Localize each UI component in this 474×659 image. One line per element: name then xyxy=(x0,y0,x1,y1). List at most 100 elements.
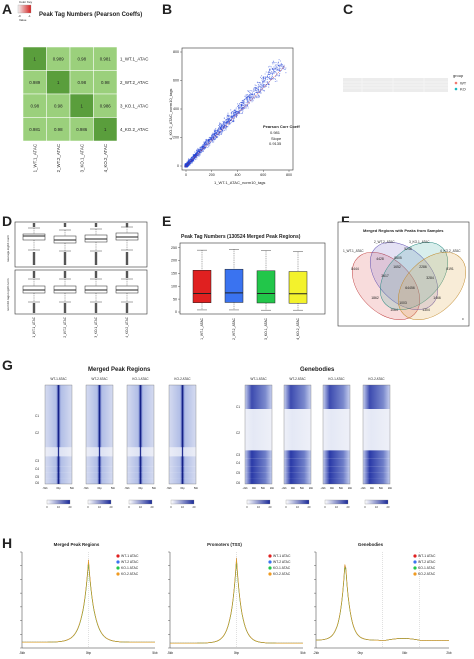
scatter-point xyxy=(223,120,225,122)
venn-count: 8605 xyxy=(394,256,402,260)
legend-label: KO-1 ATAC xyxy=(121,566,139,570)
scatter-point xyxy=(280,65,282,67)
x-label: 2_WT.2_ATAC xyxy=(232,317,236,339)
color-scale-tick: 0 xyxy=(246,505,248,509)
scatter-point xyxy=(278,69,280,71)
profile-title: Merged Peak Regions xyxy=(54,542,100,547)
x-label: 2_WT.2_ATAC xyxy=(63,316,67,337)
scatter-point xyxy=(265,76,267,78)
heatmap-row-label: 4_KO.2_ATAC xyxy=(120,127,148,132)
scatter-point xyxy=(280,62,282,64)
scatter-point xyxy=(256,87,258,89)
cluster-label: C5 xyxy=(236,471,240,475)
venn-numbers: 8444 4428 5248 8191 8605 1652 2286 3617 3284 6445… xyxy=(351,247,454,312)
heatmap-frame xyxy=(126,384,155,485)
panel-g: G Merged Peak Regions Genebodies xyxy=(2,357,393,509)
heatmap-block xyxy=(323,385,350,409)
scatter-point xyxy=(230,113,232,115)
box-bottom-outliers xyxy=(125,271,129,278)
scatter-point xyxy=(226,120,228,123)
venn-count: 1304 xyxy=(422,308,430,312)
scatter-point xyxy=(273,71,275,73)
scatter-point xyxy=(274,68,276,70)
panel-b: B Pearson Corr Coeff 0.981 Slope 0.9135 … xyxy=(162,1,300,185)
scatter-point xyxy=(264,86,266,88)
scatter-point xyxy=(196,149,198,151)
scatter-point xyxy=(263,79,265,81)
scatter-point xyxy=(226,118,228,120)
scatter-point xyxy=(225,126,227,128)
heatmap-cell-label: 1 xyxy=(104,127,107,132)
scatter-point xyxy=(245,107,247,109)
scatter-point xyxy=(216,132,218,134)
scatter-point xyxy=(201,147,203,149)
scatter-point xyxy=(272,68,274,71)
scatter-point xyxy=(191,156,193,158)
heatmap-block xyxy=(245,466,272,473)
heatmap-cell-label: 0.989 xyxy=(29,80,41,85)
scatter-point xyxy=(218,133,220,135)
legend-label-ko: KO xyxy=(460,87,466,92)
heatmap-cell-label: 0.98 xyxy=(54,103,63,108)
scatter-point xyxy=(264,80,266,82)
venn-set-1 xyxy=(352,252,420,320)
scatter-point xyxy=(246,101,248,103)
scatter-point xyxy=(220,133,223,135)
legend-dot xyxy=(413,554,417,558)
scatter-point xyxy=(211,141,213,143)
venn-count: 8444 xyxy=(351,267,359,271)
scatter-point xyxy=(204,142,206,144)
scatter-point xyxy=(217,136,219,138)
scatter-point xyxy=(222,130,224,133)
color-scale-tick: 0 xyxy=(87,505,89,509)
scatter-point xyxy=(221,132,223,134)
small-boxplots: 1_WT.1_ATAC 2_WT.2_ATAC 3_KO.1_ATAC 4_KO.2_… xyxy=(22,223,139,338)
scatter-point xyxy=(279,64,281,66)
legend-label: WT-2 ATAC xyxy=(121,560,139,564)
scatter-point xyxy=(261,79,263,81)
scatter-point xyxy=(244,104,246,106)
scatter-point xyxy=(272,60,274,62)
scatter-point xyxy=(266,81,268,83)
scatter-point xyxy=(259,90,261,92)
scatter-point xyxy=(254,97,256,99)
scatter-point xyxy=(196,153,198,155)
scatter-point xyxy=(242,110,244,112)
venn-frame xyxy=(337,221,470,327)
venn-count: 64456 xyxy=(405,286,415,290)
color-key xyxy=(17,4,32,14)
scatter-point xyxy=(195,150,197,152)
scatter-point xyxy=(252,89,255,91)
legend-label: WT-2 ATAC xyxy=(418,560,436,564)
scatter-point xyxy=(228,116,230,118)
color-scale-tick: 10 xyxy=(181,505,184,509)
scatter-point xyxy=(228,114,230,116)
x-label: 4_KO.2_ATAC xyxy=(296,317,300,339)
scatter-point xyxy=(204,147,206,149)
scatter-point xyxy=(203,148,205,151)
y-tick-label: 0 xyxy=(175,310,177,314)
scatter-point xyxy=(248,97,250,99)
scatter-point xyxy=(264,77,266,79)
legend-dot xyxy=(413,560,417,564)
legend-label: KO-1 ATAC xyxy=(418,566,436,570)
scatter-point xyxy=(240,106,242,108)
scatter-point xyxy=(212,132,214,134)
scatter-point xyxy=(241,106,244,108)
scatter-point xyxy=(273,70,275,72)
scatter-point xyxy=(233,113,235,115)
scatter-point xyxy=(238,108,240,110)
legend-dot-wt xyxy=(454,81,458,85)
heatmap-axis-label: 0bp xyxy=(97,486,102,490)
color-scale-bar xyxy=(324,499,349,505)
profile-line xyxy=(315,564,449,641)
scatter-point xyxy=(213,139,215,141)
scatter-point xyxy=(245,94,247,96)
scatter-point xyxy=(210,137,212,139)
scatter-point xyxy=(222,123,224,125)
heatmap-axis-label: 5kb xyxy=(111,486,116,490)
x-label: 1_WT.1_ATAC xyxy=(32,316,36,337)
cluster-label: C3 xyxy=(236,453,240,457)
scatter-point xyxy=(274,78,276,80)
